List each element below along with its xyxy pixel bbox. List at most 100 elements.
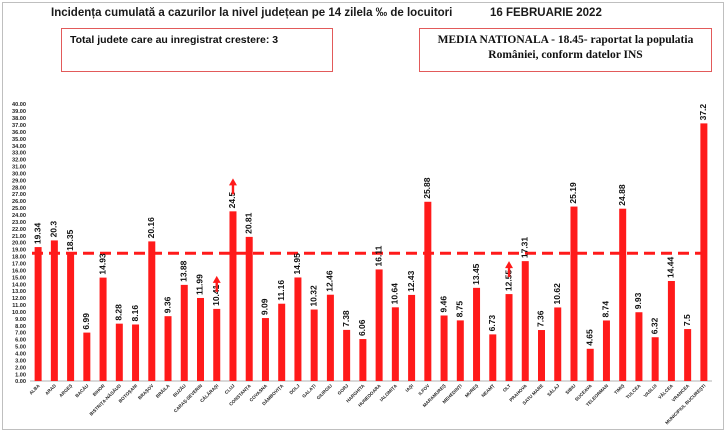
y-tick-label: 30.00 xyxy=(12,171,26,177)
bar xyxy=(67,253,75,381)
y-tick-label: 39.00 xyxy=(12,109,26,115)
data-label: 12.43 xyxy=(406,270,416,292)
category-label: TULCEA xyxy=(625,383,642,400)
data-labels: 19.34 20.3 18.35 6.99 14.93 8.28 8.16 20.16 9.36… xyxy=(32,104,708,346)
y-tick-label: 8.00 xyxy=(15,324,26,330)
data-label: 11.16 xyxy=(276,280,286,301)
y-tick-label: 40.00 xyxy=(12,102,26,108)
data-label: 10.32 xyxy=(308,285,318,307)
y-tick-label: 21.00 xyxy=(12,234,26,240)
arrow-head xyxy=(505,261,514,269)
bar xyxy=(684,329,692,381)
data-label: 7.36 xyxy=(536,310,546,327)
y-tick-label: 26.00 xyxy=(12,199,26,205)
y-tick-label: 17.00 xyxy=(12,261,26,267)
arrow-head xyxy=(212,275,221,283)
bar xyxy=(343,329,351,381)
y-tick-label: 31.00 xyxy=(12,165,26,171)
data-label: 6.73 xyxy=(487,315,497,332)
y-tick-label: 11.00 xyxy=(12,303,26,309)
category-label: GALAȚI xyxy=(301,383,317,399)
y-tick-label: 0.00 xyxy=(15,379,26,385)
bar xyxy=(148,241,156,381)
y-tick-label: 38.00 xyxy=(12,116,26,122)
y-tick-label: 7.00 xyxy=(15,331,26,337)
y-axis: 0.001.002.003.004.005.006.007.008.009.00… xyxy=(12,102,712,385)
bar xyxy=(261,318,269,381)
category-label: BIHOR xyxy=(92,383,106,397)
data-label: 25.19 xyxy=(568,182,578,204)
y-tick-label: 2.00 xyxy=(15,365,26,371)
category-label: DOLJ xyxy=(288,383,301,396)
y-tick-label: 12.00 xyxy=(12,296,26,302)
category-label: ARAD xyxy=(44,383,57,396)
bar xyxy=(83,332,91,381)
bar xyxy=(473,287,481,381)
data-label: 10.41 xyxy=(211,284,221,306)
data-label: 20.81 xyxy=(243,212,253,234)
data-label: 9.93 xyxy=(633,292,643,309)
category-label: IAȘI xyxy=(404,383,415,394)
bar xyxy=(278,303,286,381)
category-label: OLT xyxy=(502,383,512,393)
bar xyxy=(229,211,237,381)
increase-arrow-icon xyxy=(228,178,237,195)
growth-summary-text: Total judete care au inregistrat crester… xyxy=(70,34,279,46)
data-label: 24.88 xyxy=(617,184,627,206)
bar xyxy=(489,334,497,381)
bar xyxy=(197,297,204,381)
y-tick-label: 34.00 xyxy=(12,144,26,150)
bar xyxy=(294,277,302,381)
data-label: 20.16 xyxy=(146,217,156,239)
bar xyxy=(391,307,399,381)
y-tick-label: 3.00 xyxy=(15,358,26,364)
bar xyxy=(132,324,140,381)
y-tick-label: 33.00 xyxy=(12,151,26,157)
y-tick-label: 6.00 xyxy=(15,338,26,344)
chart-date: 16 FEBRUARIE 2022 xyxy=(490,7,602,19)
national-average-text: MEDIA NATIONALA - 18.45- raportat la pop… xyxy=(437,34,694,61)
category-label: SIBIU xyxy=(564,383,577,396)
category-label: ALBA xyxy=(28,383,41,396)
data-label: 10.64 xyxy=(390,283,400,305)
bar xyxy=(245,236,253,381)
bar xyxy=(359,339,367,381)
data-label: 14.93 xyxy=(97,253,107,275)
category-label: ARGEȘ xyxy=(58,383,74,399)
category-label: GORJ xyxy=(337,383,350,396)
bar xyxy=(180,284,188,381)
bar xyxy=(408,294,416,381)
data-label: 37.2 xyxy=(698,104,708,121)
bar xyxy=(505,294,513,381)
y-tick-label: 18.00 xyxy=(12,255,26,261)
bar xyxy=(424,201,432,381)
category-label: BRAȘOV xyxy=(137,383,156,402)
bar xyxy=(115,323,123,381)
bar xyxy=(521,261,529,381)
data-label: 12.46 xyxy=(325,270,335,292)
bar xyxy=(50,240,58,381)
data-label: 9.46 xyxy=(438,296,448,313)
y-tick-label: 10.00 xyxy=(12,310,26,316)
data-label: 12.55 xyxy=(503,270,513,292)
category-label: TIMIȘ xyxy=(613,383,626,396)
category-label: SĂLAJ xyxy=(546,382,561,397)
bar xyxy=(375,269,383,381)
data-label: 7.5 xyxy=(682,314,692,326)
data-label: 16.11 xyxy=(373,245,383,266)
data-label: 20.3 xyxy=(49,221,59,238)
data-label: 14.44 xyxy=(666,256,676,278)
data-label: 10.62 xyxy=(552,283,562,305)
data-label: 24.5 xyxy=(227,192,237,209)
y-tick-label: 4.00 xyxy=(15,352,26,358)
category-label: BUZĂU xyxy=(171,382,187,398)
national-average-box: MEDIA NATIONALA - 18.45- raportat la pop… xyxy=(419,28,712,72)
y-tick-label: 15.00 xyxy=(12,275,26,281)
arrow-head xyxy=(228,178,237,186)
y-tick-label: 25.00 xyxy=(12,206,26,212)
data-label: 6.32 xyxy=(649,317,659,334)
bar xyxy=(619,208,627,381)
bar xyxy=(602,320,610,381)
data-label: 8.74 xyxy=(601,301,611,318)
increase-arrow-icon xyxy=(505,261,514,278)
